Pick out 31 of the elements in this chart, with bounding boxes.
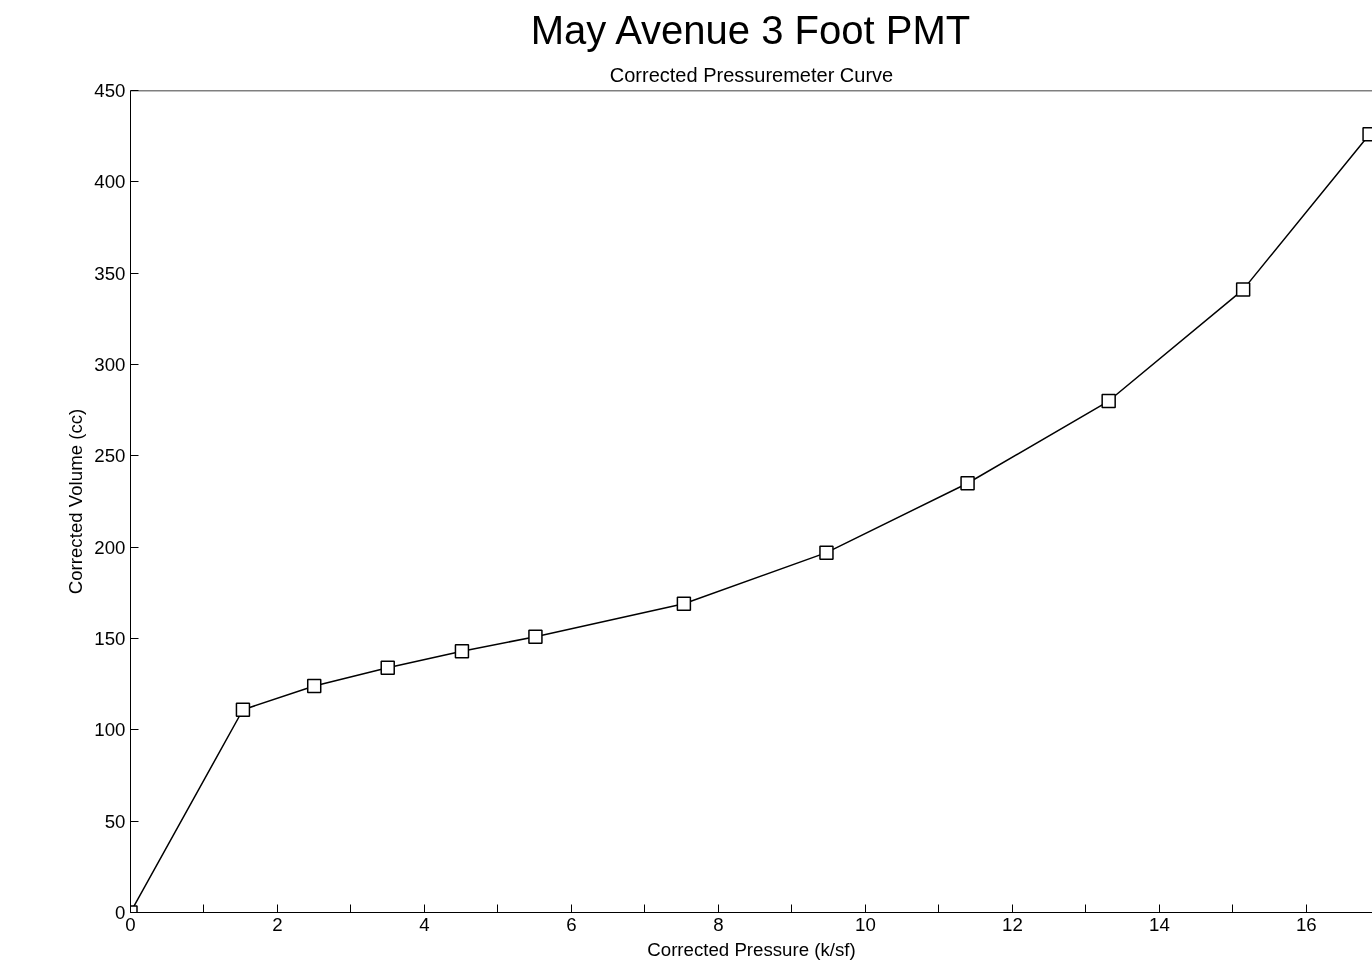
point — [1101, 393, 1116, 409]
point — [306, 678, 322, 694]
x-tick-label: 6 — [566, 913, 577, 935]
y-tick-label: 150 — [94, 628, 126, 649]
chart-subtitle: Corrected Pressuremeter Curve — [609, 63, 894, 86]
x-tick-label: 4 — [419, 913, 430, 935]
point — [235, 702, 251, 717]
point — [819, 545, 834, 560]
x-tick-label: 12 — [1002, 913, 1023, 935]
point — [454, 644, 470, 659]
x-tick-label: 8 — [713, 913, 724, 935]
y-tick-label: 200 — [94, 536, 126, 558]
point — [1235, 282, 1251, 297]
point — [960, 475, 975, 491]
x-tick-label: 14 — [1149, 913, 1170, 935]
x-tick-label: 16 — [1295, 913, 1317, 935]
y-tick-label: 450 — [94, 80, 126, 101]
x-tick-label: 2 — [272, 913, 283, 935]
y-tick-label: 300 — [94, 354, 126, 375]
y-tick-label: 250 — [94, 445, 126, 467]
point — [528, 629, 543, 644]
y-tick-label: 100 — [94, 719, 126, 741]
x-tick-label: 10 — [855, 913, 876, 935]
point — [676, 596, 692, 612]
chart-title: May Avenue 3 Foot PMT — [530, 7, 971, 52]
x-axis-title: Corrected Pressure (k/sf) — [647, 938, 856, 960]
point — [380, 660, 395, 675]
y-tick-label: 400 — [94, 171, 126, 193]
y-tick-label: 50 — [104, 810, 126, 832]
y-tick-label: 350 — [94, 262, 126, 284]
y-axis-title: Corrected Volume (cc) — [65, 408, 87, 595]
